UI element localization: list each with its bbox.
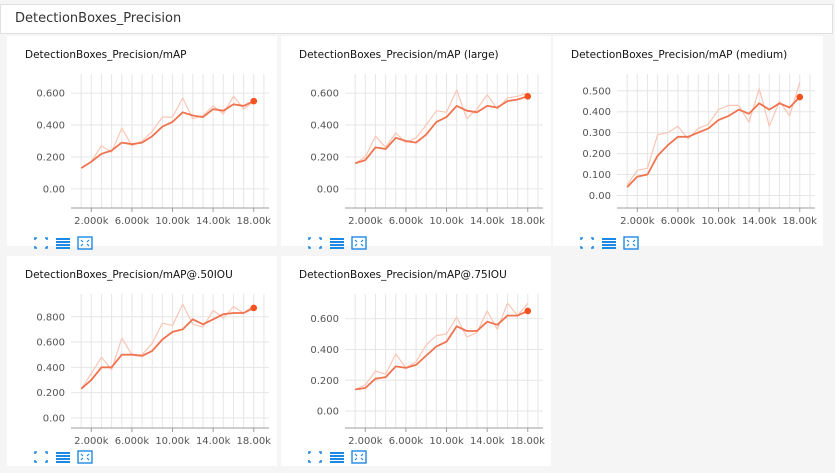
x-tick-label: 10.00k <box>429 436 464 447</box>
fit-domain-icon[interactable] <box>307 236 323 250</box>
y-tick-label: 0.200 <box>36 152 65 163</box>
x-tick-label: 14.00k <box>470 436 505 447</box>
x-tick-label: 14.00k <box>196 216 231 227</box>
chart-card-map: DetectionBoxes_Precision/mAP 0.00 0.200 0.… <box>7 36 277 250</box>
x-tick-label: 2.000k <box>74 216 109 227</box>
y-tick-label: 0.800 <box>36 312 65 323</box>
download-icon[interactable] <box>77 450 93 464</box>
chart-card-map-large: DetectionBoxes_Precision/mAP (large) 0.0… <box>281 36 551 250</box>
line-chart-map-75iou[interactable]: 0.00 0.200 0.400 0.600 2.000k 6.000k 10.00k 14.… <box>281 256 551 451</box>
last-point-marker <box>524 307 532 315</box>
series-line-smoothed <box>80 100 255 169</box>
line-chart-map-large[interactable]: 0.00 0.200 0.400 0.600 2.000k 6.000k 10.00k 14.… <box>281 36 551 231</box>
fit-domain-icon[interactable] <box>307 450 323 464</box>
y-tick-label: 0.400 <box>310 345 339 356</box>
chart-toolbar <box>307 450 367 464</box>
x-tick-label: 10.00k <box>155 216 190 227</box>
section-header[interactable]: DetectionBoxes_Precision <box>0 4 833 34</box>
chart-title: DetectionBoxes_Precision/mAP (medium) <box>571 49 788 61</box>
chart-toolbar <box>33 236 93 250</box>
y-tick-label: 0.400 <box>36 121 65 132</box>
series-line-smoothed <box>626 96 801 188</box>
chart-card-map-75iou: DetectionBoxes_Precision/mAP@.75IOU 0.00… <box>281 256 551 466</box>
x-tick-label: 10.00k <box>429 216 464 227</box>
data-table-icon[interactable] <box>329 450 345 464</box>
y-tick-label: 0.00 <box>43 413 65 424</box>
y-tick-label: 0.400 <box>582 107 611 118</box>
y-tick-label: 0.500 <box>582 86 611 97</box>
chart-title: DetectionBoxes_Precision/mAP@.50IOU <box>25 269 233 281</box>
line-chart-map-50iou[interactable]: 0.00 0.200 0.400 0.600 0.800 2.000k 6.000k 10.0… <box>7 256 277 451</box>
x-tick-label: 14.00k <box>742 216 777 227</box>
x-tick-label: 2.000k <box>620 216 655 227</box>
y-tick-label: 0.00 <box>589 191 611 202</box>
data-table-icon[interactable] <box>329 236 345 250</box>
x-tick-label: 18.00k <box>237 436 272 447</box>
series-line-raw <box>354 89 528 164</box>
last-point-marker <box>524 93 532 100</box>
chart-title: DetectionBoxes_Precision/mAP@.75IOU <box>299 269 507 281</box>
x-tick-label: 6.000k <box>389 436 424 447</box>
y-tick-label: 0.200 <box>310 376 339 387</box>
x-tick-label: 10.00k <box>155 436 190 447</box>
series-line-smoothed <box>354 95 529 165</box>
y-tick-label: 0.400 <box>36 363 65 374</box>
series-line-smoothed <box>80 307 255 390</box>
download-icon[interactable] <box>623 236 639 250</box>
y-tick-label: 0.200 <box>36 388 65 399</box>
y-tick-label: 0.300 <box>582 128 611 139</box>
chart-toolbar <box>33 450 93 464</box>
y-tick-label: 0.100 <box>582 170 611 181</box>
download-icon[interactable] <box>351 236 367 250</box>
y-tick-label: 0.00 <box>317 407 339 418</box>
x-tick-label: 18.00k <box>783 216 818 227</box>
x-tick-label: 6.000k <box>115 436 150 447</box>
y-tick-label: 0.600 <box>310 314 339 325</box>
x-tick-label: 2.000k <box>348 436 383 447</box>
chart-card-map-medium: DetectionBoxes_Precision/mAP (medium) 0.… <box>553 36 823 250</box>
last-point-marker <box>250 304 258 312</box>
series-line-raw <box>626 82 801 186</box>
y-tick-label: 0.600 <box>310 89 339 100</box>
y-tick-label: 0.200 <box>310 152 339 163</box>
x-tick-label: 14.00k <box>470 216 505 227</box>
fit-domain-icon[interactable] <box>33 450 49 464</box>
data-table-icon[interactable] <box>55 450 71 464</box>
data-table-icon[interactable] <box>601 236 617 250</box>
series-line-smoothed <box>355 310 529 391</box>
y-tick-label: 0.200 <box>582 149 611 160</box>
x-tick-label: 14.00k <box>196 436 231 447</box>
x-tick-label: 10.00k <box>701 216 736 227</box>
chart-toolbar <box>307 236 367 250</box>
last-point-marker <box>250 97 258 105</box>
chart-toolbar <box>579 236 639 250</box>
y-tick-label: 0.600 <box>36 338 65 349</box>
x-tick-label: 18.00k <box>237 216 272 227</box>
fit-domain-icon[interactable] <box>579 236 595 250</box>
chart-title: DetectionBoxes_Precision/mAP <box>25 49 187 61</box>
x-tick-label: 6.000k <box>661 216 696 227</box>
last-point-marker <box>796 93 804 101</box>
y-tick-label: 0.00 <box>43 184 65 195</box>
x-tick-label: 6.000k <box>389 216 424 227</box>
fit-domain-icon[interactable] <box>33 236 49 250</box>
download-icon[interactable] <box>77 236 93 250</box>
chart-title: DetectionBoxes_Precision/mAP (large) <box>299 49 499 61</box>
x-tick-label: 6.000k <box>115 216 150 227</box>
x-tick-label: 18.00k <box>511 436 546 447</box>
series-line-raw <box>354 302 529 391</box>
y-tick-label: 0.600 <box>36 89 65 100</box>
download-icon[interactable] <box>351 450 367 464</box>
y-tick-label: 0.00 <box>317 184 339 195</box>
line-chart-map[interactable]: 0.00 0.200 0.400 0.600 2.000k 6.000k 10.00k 14.… <box>7 36 277 231</box>
data-table-icon[interactable] <box>55 236 71 250</box>
line-chart-map-medium[interactable]: 0.00 0.100 0.200 0.300 0.400 0.500 2.000k 6.000… <box>553 36 823 231</box>
x-tick-label: 18.00k <box>511 216 546 227</box>
chart-card-map-50iou: DetectionBoxes_Precision/mAP@.50IOU 0.00… <box>7 256 277 466</box>
x-tick-label: 2.000k <box>348 216 383 227</box>
section-title: DetectionBoxes_Precision <box>15 11 182 26</box>
x-tick-label: 2.000k <box>74 436 109 447</box>
y-tick-label: 0.400 <box>310 121 339 132</box>
